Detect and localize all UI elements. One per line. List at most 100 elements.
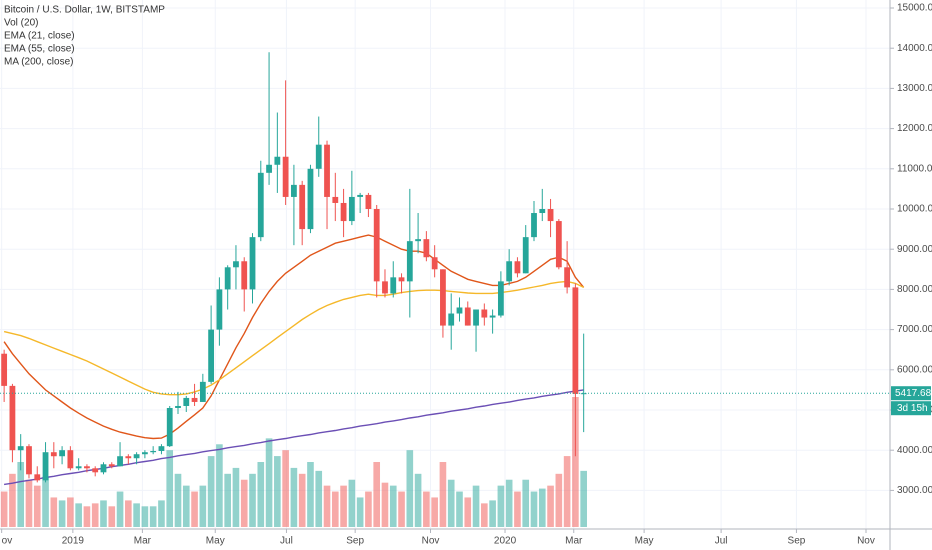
volume-bar — [389, 485, 397, 527]
candle-body — [9, 385, 16, 451]
candle-body — [365, 194, 372, 209]
candle-body — [158, 446, 165, 452]
volume-bar — [406, 450, 414, 527]
last-price-label: 5417.68 — [895, 388, 932, 399]
countdown-tag — [891, 401, 931, 416]
candle-body — [125, 456, 132, 459]
volume-bar — [75, 503, 82, 527]
volume-bar — [373, 462, 381, 527]
candle-body — [522, 237, 529, 274]
volume-bar — [116, 491, 124, 527]
x-tick-label: Mar — [565, 536, 583, 547]
volume-bar — [265, 438, 273, 527]
candle-body — [489, 315, 496, 318]
legend-item: EMA (21, close) — [4, 31, 75, 42]
volume-bar — [447, 479, 455, 527]
x-tick-label: 2019 — [62, 536, 85, 547]
volume-bar — [298, 473, 306, 527]
y-tick-label: 11000.00 — [897, 163, 932, 174]
candle-body — [108, 464, 115, 467]
volume-bar — [83, 506, 91, 527]
candle-body — [84, 466, 90, 469]
volume-bar — [505, 479, 513, 527]
candle-body — [224, 267, 231, 290]
x-tick-label: Jul — [715, 536, 728, 547]
candle-body — [208, 329, 215, 382]
candle-body — [191, 397, 198, 402]
candle-body — [564, 267, 571, 288]
volume-bar — [191, 491, 198, 527]
candle-body — [531, 213, 537, 238]
volume-bar — [381, 482, 389, 527]
candle-body — [274, 156, 281, 165]
volume-bar — [141, 506, 149, 527]
candle-body — [150, 451, 157, 453]
volume-bar — [307, 462, 314, 527]
indicator-line — [3, 234, 585, 440]
candle-body — [506, 261, 513, 282]
volume-bar — [456, 491, 463, 527]
volume-bar — [125, 500, 132, 527]
x-tick-label: Nov — [422, 536, 440, 547]
candle-body — [315, 144, 322, 169]
y-tick-label: 13000.00 — [897, 83, 932, 94]
y-tick-label: 6000.00 — [897, 364, 932, 375]
volume-bar — [224, 473, 231, 527]
candle-body — [241, 261, 248, 290]
countdown-label: 3d 15h — [897, 403, 928, 414]
volume-bar — [216, 444, 223, 527]
volume-bar — [464, 497, 472, 527]
legend-item: MA (200, close) — [4, 57, 73, 68]
x-tick-label: May — [206, 536, 225, 547]
candle-body — [539, 209, 546, 214]
candle-body — [481, 309, 488, 318]
volume-bar — [240, 479, 248, 527]
legend-item: Vol (20) — [4, 18, 38, 29]
volume-bar — [489, 500, 496, 527]
candle-body — [324, 144, 330, 197]
x-tick-label: Sep — [346, 536, 364, 547]
candle-body — [373, 209, 380, 282]
candle-body — [266, 164, 272, 173]
volume-bar — [33, 485, 41, 527]
volume-bar — [42, 476, 49, 527]
volume-bar — [431, 497, 438, 527]
candle-body — [473, 309, 479, 326]
candle-body — [555, 221, 562, 268]
candle-body — [291, 184, 297, 197]
candle-body — [92, 468, 99, 473]
volume-bar — [108, 506, 116, 527]
volume-bar — [472, 485, 480, 527]
candle-body — [431, 257, 438, 270]
x-tick-label: Sep — [788, 536, 806, 547]
volume-bar — [423, 491, 430, 527]
volume-bar — [58, 500, 66, 527]
candle-body — [166, 407, 173, 447]
grid — [0, 0, 890, 529]
volume-bar — [356, 497, 364, 527]
x-tick-label: Jul — [280, 536, 293, 547]
candle-body — [357, 194, 364, 197]
candle-body — [440, 269, 446, 326]
volume-bar — [522, 479, 530, 527]
x-tick-label: ov — [2, 536, 13, 547]
candle-body — [423, 239, 430, 258]
volume-bar — [538, 488, 546, 527]
volume-bar — [166, 450, 174, 527]
volume-bar — [348, 479, 356, 527]
volume-bar — [67, 497, 74, 527]
y-tick-label: 4000.00 — [897, 445, 932, 456]
candle-body — [464, 307, 471, 326]
candles — [1, 52, 587, 483]
last-price-tag — [891, 386, 931, 401]
y-tick-label: 8000.00 — [897, 284, 932, 295]
legend-item: EMA (55, close) — [4, 44, 75, 55]
volume-bar — [547, 485, 554, 527]
candle-body — [415, 239, 421, 242]
volume-bar — [249, 473, 256, 527]
volume-bar — [257, 462, 265, 527]
y-tick-label: 7000.00 — [897, 324, 932, 335]
volume-bar — [9, 473, 16, 527]
candle-body — [448, 313, 455, 326]
candle-body — [175, 405, 181, 408]
